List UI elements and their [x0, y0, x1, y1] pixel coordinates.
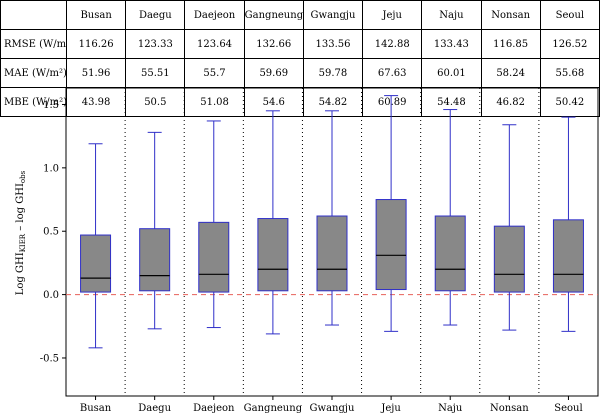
x-tick-label: Jeju [380, 403, 401, 414]
y-axis-label: Log GHIKIER – log GHIobs [15, 170, 27, 295]
y-tick-label: 1.5 [43, 100, 59, 111]
ylabel-middle: – log GHI [15, 183, 26, 234]
iqr-box [493, 225, 525, 293]
table-cell: 43.98 [65, 87, 127, 117]
iqr-box [434, 215, 466, 292]
y-axis: -0.5 0.0 0.5 1.0 1.5 [40, 100, 66, 364]
box-naju [434, 109, 466, 326]
table-cell: 133.56 [302, 29, 364, 59]
iqr-box [80, 234, 112, 293]
box-daegu [139, 131, 171, 330]
table-cell: 54.48 [421, 87, 482, 117]
table-cell: 116.26 [65, 29, 127, 59]
x-axis: Busan Daegu Daejeon Gangneung Gwangju Jeju Naj… [80, 396, 583, 414]
iqr-box [375, 199, 407, 291]
station-header: Gwangju [302, 0, 364, 30]
station-header: Daejeon [184, 0, 245, 30]
table-cell: 51.96 [65, 58, 127, 88]
table-cell: 123.64 [184, 29, 245, 59]
table-cell: 50.5 [125, 87, 186, 117]
x-tick-label: Seoul [554, 403, 582, 414]
station-header: Gangneung [243, 0, 304, 30]
box-nonsan [493, 124, 525, 331]
metric-header-cell [0, 0, 67, 30]
stats-table: Busan Daegu Daejeon Gangneung Gwangju Je… [0, 0, 600, 117]
table-cell: 60.89 [362, 87, 423, 117]
boxplot-chart: -0.5 0.0 0.5 1.0 1.5 Busan Daegu Daejeon Gangne… [15, 87, 599, 414]
iqr-box [552, 219, 584, 293]
ylabel-sub1: KIER [19, 233, 27, 252]
y-tick-label: 1.0 [43, 163, 59, 174]
box-series [80, 95, 584, 349]
iqr-box [257, 218, 289, 292]
table-cell: 123.33 [125, 29, 186, 59]
x-tick-label: Nonsan [490, 403, 529, 414]
ylabel-prefix: Log GHI [15, 252, 26, 295]
box-daejeon [198, 120, 230, 329]
category-separators [124, 88, 540, 396]
table-cell: 116.85 [480, 29, 541, 59]
table-cell: 60.01 [421, 58, 482, 88]
x-tick-label: Daejeon [193, 403, 235, 414]
box-gangneung [257, 110, 289, 335]
box-busan [80, 143, 112, 349]
ylabel-sub2: obs [19, 170, 27, 183]
table-cell: 50.42 [539, 87, 600, 117]
x-tick-label: Gwangju [310, 403, 355, 414]
row-label: RMSE (W/m²) [0, 29, 67, 59]
x-tick-label: Naju [438, 403, 463, 414]
table-cell: 132.66 [243, 29, 304, 59]
station-header: Seoul [539, 0, 600, 30]
x-tick-label: Gangneung [244, 403, 303, 414]
station-header: Busan [65, 0, 127, 30]
table-cell: 133.43 [421, 29, 482, 59]
box-jeju [375, 95, 407, 332]
table-cell: 55.51 [125, 58, 186, 88]
stats-header-row: Busan Daegu Daejeon Gangneung Gwangju Je… [0, 0, 600, 30]
iqr-box [139, 228, 171, 292]
table-cell: 59.69 [243, 58, 304, 88]
table-cell: 142.88 [362, 29, 423, 59]
box-gwangju [316, 110, 348, 326]
station-header: Nonsan [480, 0, 541, 30]
table-cell: 67.63 [362, 58, 423, 88]
y-tick-label: 0.0 [43, 290, 59, 301]
station-header: Naju [421, 0, 482, 30]
table-cell: 54.6 [243, 87, 304, 117]
table-cell: 126.52 [539, 29, 600, 59]
box-seoul [552, 116, 584, 332]
stats-row-rmse: RMSE (W/m²) 116.26 123.33 123.64 132.66 … [0, 29, 600, 59]
x-tick-label: Busan [80, 403, 112, 414]
station-header: Jeju [362, 0, 423, 30]
table-cell: 59.78 [302, 58, 364, 88]
stats-row-mae: MAE (W/m²) 51.96 55.51 55.7 59.69 59.78 … [0, 58, 600, 88]
stats-row-mbe: MBE (W/m²) 43.98 50.5 51.08 54.6 54.82 6… [0, 87, 600, 117]
iqr-box [198, 221, 230, 293]
table-cell: 55.68 [539, 58, 600, 88]
station-header: Daegu [125, 0, 186, 30]
y-tick-label: 0.5 [43, 227, 59, 238]
table-cell: 55.7 [184, 58, 245, 88]
iqr-box [316, 215, 348, 292]
table-cell: 58.24 [480, 58, 541, 88]
x-tick-label: Daegu [138, 403, 171, 414]
row-label: MBE (W/m²) [0, 87, 67, 117]
y-tick-label: -0.5 [40, 353, 59, 364]
row-label: MAE (W/m²) [0, 58, 67, 88]
